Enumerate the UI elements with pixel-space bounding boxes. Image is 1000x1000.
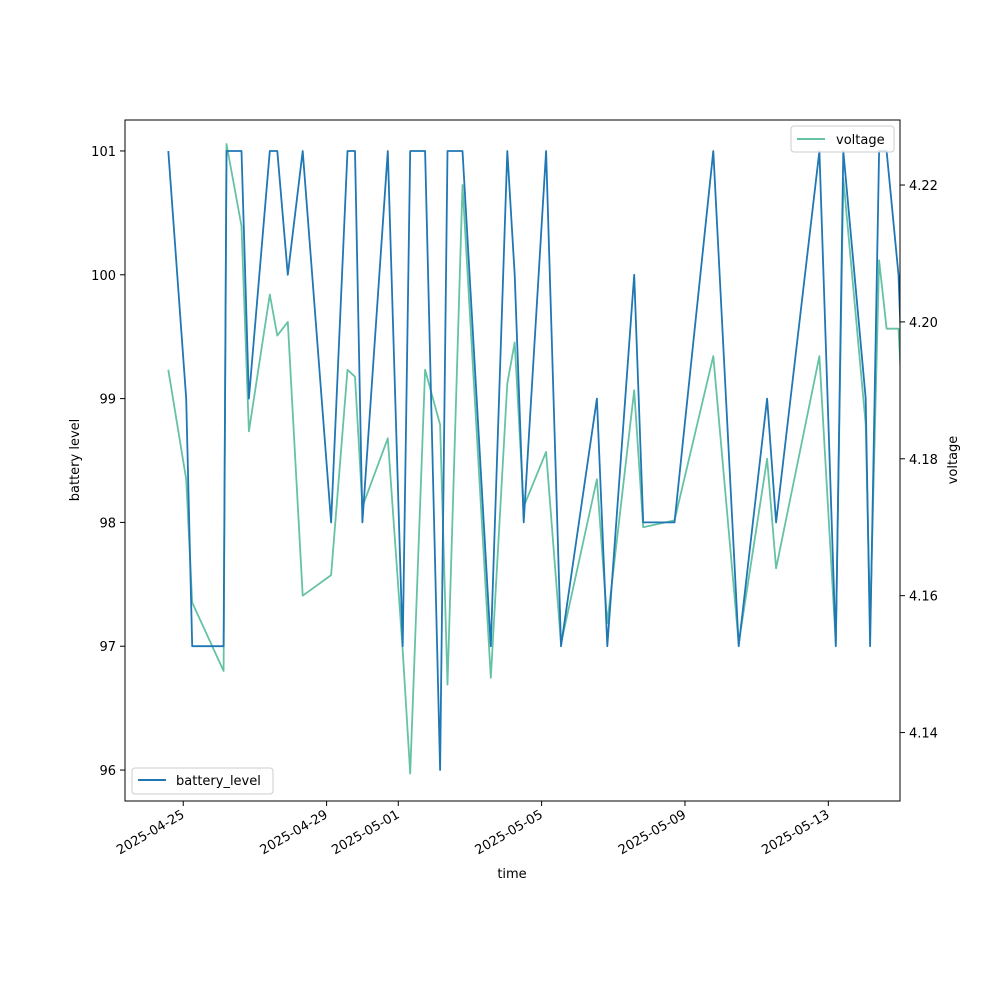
- plot-frame: [124, 119, 901, 802]
- plot-lines: [167, 143, 900, 775]
- legend-box: [790, 125, 895, 153]
- right-y-axis-label: voltage: [946, 436, 961, 485]
- legend-voltage: voltage: [790, 125, 895, 153]
- legend-label-voltage: voltage: [836, 133, 885, 148]
- left-y-axis-ticks: 96 97 98 99 100 101: [91, 145, 125, 779]
- legend-label-battery-level: battery_level: [176, 774, 261, 789]
- left-y-axis-label: battery level: [68, 419, 83, 502]
- left-y-tick-label: 96: [99, 764, 116, 779]
- legend-box: [131, 767, 274, 795]
- right-y-tick-label: 4.22: [909, 179, 938, 194]
- left-y-tick-label: 98: [99, 516, 116, 531]
- right-y-tick-label: 4.14: [909, 727, 938, 742]
- right-y-axis-ticks: 4.14 4.16 4.18 4.20 4.22: [900, 179, 938, 742]
- series-line-battery-level: [167, 150, 900, 771]
- left-y-tick-label: 99: [99, 393, 116, 408]
- left-y-tick-label: 101: [91, 145, 116, 160]
- left-y-tick-label: 97: [99, 640, 116, 655]
- legend-battery-level: battery_level: [131, 767, 274, 795]
- series-line-voltage: [167, 143, 900, 775]
- right-y-tick-label: 4.18: [909, 453, 938, 468]
- x-axis-label: time: [497, 867, 526, 882]
- left-y-tick-label: 100: [91, 269, 116, 284]
- right-y-tick-label: 4.16: [909, 590, 938, 605]
- right-y-tick-label: 4.20: [909, 316, 938, 331]
